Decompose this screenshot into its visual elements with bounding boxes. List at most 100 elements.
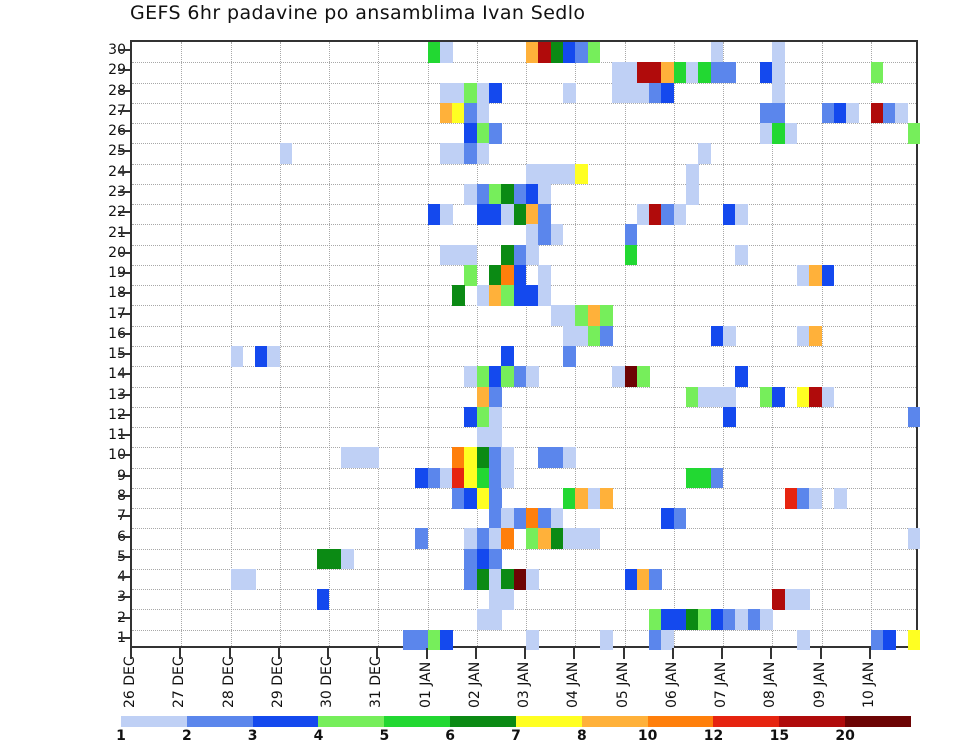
x-tick-label: 07 JAN: [713, 661, 729, 708]
heatmap-cell: [452, 102, 465, 124]
x-tick-mark: [721, 648, 723, 659]
heatmap-cell: [624, 224, 638, 246]
y-tick-label: 30: [108, 42, 126, 59]
heatmap-cell: [526, 163, 539, 185]
heatmap-cell: [821, 386, 835, 408]
x-tick-label: 28 DEC: [220, 656, 237, 708]
heatmap-cell: [833, 102, 847, 124]
heatmap-cell: [439, 102, 453, 124]
heatmap-cell: [489, 204, 502, 225]
heatmap-cell: [723, 204, 736, 225]
heatmap-cell: [796, 386, 810, 408]
heatmap-cell: [698, 143, 712, 164]
colorbar-tick-label: 1: [116, 728, 126, 744]
y-tick-mark: [118, 454, 131, 457]
colorbar-segment: [581, 716, 648, 727]
heatmap-cell: [624, 62, 638, 83]
y-tick-label: 12: [108, 406, 126, 423]
heatmap-cell: [402, 629, 416, 651]
heatmap-cell: [476, 548, 490, 570]
heatmap-cell: [513, 204, 527, 225]
heatmap-cell: [796, 264, 810, 286]
heatmap-cell: [562, 82, 576, 104]
heatmap-cell: [513, 508, 527, 529]
heatmap-cell: [895, 102, 909, 124]
x-tick-mark: [130, 648, 132, 659]
heatmap-cell: [550, 447, 564, 468]
y-tick-mark: [118, 555, 131, 558]
heatmap-cell: [476, 82, 490, 104]
heatmap-cell: [796, 589, 810, 610]
heatmap-cell: [489, 508, 502, 529]
heatmap-cell: [698, 609, 712, 631]
y-tick-label: 17: [108, 305, 126, 322]
heatmap-cell: [353, 447, 367, 468]
heatmap-cell: [415, 528, 428, 550]
heatmap-cell: [476, 386, 490, 408]
heatmap-cell: [612, 366, 625, 387]
y-tick-mark: [118, 474, 131, 477]
heatmap-cell: [501, 467, 515, 489]
x-tick-mark: [524, 648, 526, 659]
heatmap-cell: [452, 285, 465, 306]
heatmap-cell: [772, 102, 785, 124]
heatmap-cell: [439, 143, 453, 164]
heatmap-cell: [464, 102, 478, 124]
x-tick-label: 27 DEC: [171, 656, 188, 708]
x-tick-mark: [474, 648, 477, 659]
y-tick-label: 28: [108, 82, 126, 99]
heatmap-cell: [476, 143, 490, 164]
y-tick-mark: [118, 191, 131, 193]
colorbar-segment: [779, 716, 846, 727]
heatmap-cell: [772, 42, 785, 63]
heatmap-cell: [649, 629, 662, 651]
heatmap-cell: [538, 264, 552, 286]
heatmap-cell: [575, 325, 588, 347]
heatmap-cell: [427, 629, 441, 651]
heatmap-cell: [489, 568, 502, 590]
x-tick-mark: [770, 648, 773, 659]
colorbar-segment: [252, 716, 319, 727]
y-tick-mark: [118, 292, 131, 295]
heatmap-cell: [452, 143, 465, 164]
y-tick-mark: [118, 89, 131, 92]
heatmap-cell: [538, 508, 552, 529]
heatmap-cell: [316, 589, 330, 610]
x-tick-mark: [327, 648, 329, 659]
x-tick-mark: [573, 648, 576, 659]
heatmap-cell: [501, 589, 515, 610]
heatmap-cell: [242, 568, 256, 590]
heatmap-cell: [710, 467, 724, 489]
heatmap-cell: [649, 568, 662, 590]
heatmap-cell: [501, 568, 515, 590]
colorbar-tick-label: 15: [769, 728, 790, 744]
heatmap-cell: [772, 62, 785, 83]
heatmap-cell: [772, 589, 785, 610]
y-tick-label: 20: [108, 244, 126, 261]
x-tick-mark: [179, 648, 182, 659]
heatmap-cell: [489, 589, 502, 610]
heatmap-cell: [587, 305, 601, 327]
y-tick-mark: [118, 69, 131, 72]
y-tick-label: 23: [108, 184, 126, 200]
colorbar-tick-label: 3: [247, 728, 258, 744]
heatmap-cell: [316, 548, 330, 570]
heatmap-cell: [809, 264, 822, 286]
heatmap-cell: [476, 406, 490, 428]
heatmap-cell: [464, 528, 478, 550]
heatmap-cell: [587, 528, 601, 550]
heatmap-cell: [821, 102, 835, 124]
heatmap-cell: [723, 386, 736, 408]
heatmap-cell: [513, 285, 527, 306]
heatmap-cell: [870, 62, 884, 83]
heatmap-cell: [526, 528, 539, 550]
heatmap-cell: [575, 42, 588, 63]
y-tick-mark: [118, 231, 131, 234]
x-tick-mark: [819, 648, 822, 659]
heatmap-cell: [464, 548, 478, 570]
heatmap-cell: [538, 528, 552, 550]
heatmap-cell: [489, 609, 502, 631]
heatmap-cell: [661, 82, 675, 104]
heatmap-cell: [698, 62, 712, 83]
